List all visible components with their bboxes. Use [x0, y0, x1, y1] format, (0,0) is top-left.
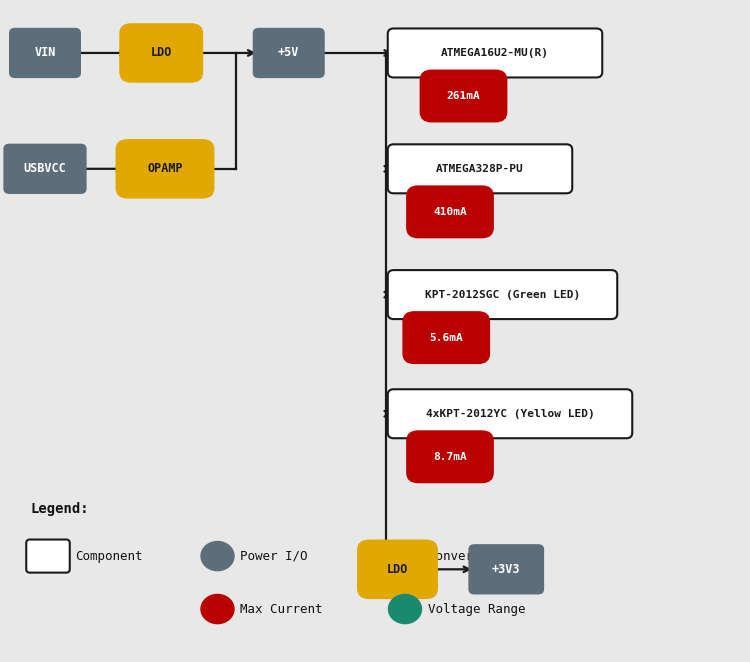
- Text: +5V: +5V: [278, 46, 299, 60]
- Text: +3V3: +3V3: [492, 563, 520, 576]
- FancyBboxPatch shape: [420, 70, 507, 122]
- Circle shape: [388, 542, 422, 571]
- Text: 5.6mA: 5.6mA: [429, 332, 463, 343]
- Text: Voltage Range: Voltage Range: [427, 602, 525, 616]
- Text: USBVCC: USBVCC: [24, 162, 66, 175]
- FancyBboxPatch shape: [116, 139, 214, 199]
- Text: 261mA: 261mA: [447, 91, 480, 101]
- Text: Conversion Type: Conversion Type: [427, 549, 540, 563]
- Circle shape: [201, 594, 234, 624]
- FancyBboxPatch shape: [388, 389, 632, 438]
- Text: OPAMP: OPAMP: [147, 162, 183, 175]
- Text: 4xKPT-2012YC (Yellow LED): 4xKPT-2012YC (Yellow LED): [426, 408, 594, 419]
- FancyBboxPatch shape: [357, 540, 438, 599]
- Circle shape: [388, 594, 422, 624]
- FancyBboxPatch shape: [26, 540, 70, 573]
- FancyBboxPatch shape: [9, 28, 81, 78]
- FancyBboxPatch shape: [388, 28, 602, 77]
- Text: 410mA: 410mA: [433, 207, 466, 217]
- Text: Max Current: Max Current: [240, 602, 322, 616]
- Text: VIN: VIN: [34, 46, 56, 60]
- Text: 8.7mA: 8.7mA: [433, 451, 466, 462]
- Text: ATMEGA328P-PU: ATMEGA328P-PU: [436, 164, 524, 174]
- FancyBboxPatch shape: [253, 28, 325, 78]
- Text: Power I/O: Power I/O: [240, 549, 308, 563]
- FancyBboxPatch shape: [406, 185, 494, 238]
- Text: Legend:: Legend:: [30, 502, 88, 516]
- FancyBboxPatch shape: [119, 23, 203, 83]
- Text: LDO: LDO: [387, 563, 408, 576]
- FancyBboxPatch shape: [388, 144, 572, 193]
- FancyBboxPatch shape: [3, 144, 86, 194]
- FancyBboxPatch shape: [388, 270, 617, 319]
- FancyBboxPatch shape: [468, 544, 544, 594]
- Text: Component: Component: [75, 549, 142, 563]
- Circle shape: [201, 542, 234, 571]
- FancyBboxPatch shape: [402, 311, 490, 364]
- Text: ATMEGA16U2-MU(R): ATMEGA16U2-MU(R): [441, 48, 549, 58]
- FancyBboxPatch shape: [406, 430, 494, 483]
- Text: KPT-2012SGC (Green LED): KPT-2012SGC (Green LED): [424, 289, 580, 300]
- Text: LDO: LDO: [151, 46, 172, 60]
